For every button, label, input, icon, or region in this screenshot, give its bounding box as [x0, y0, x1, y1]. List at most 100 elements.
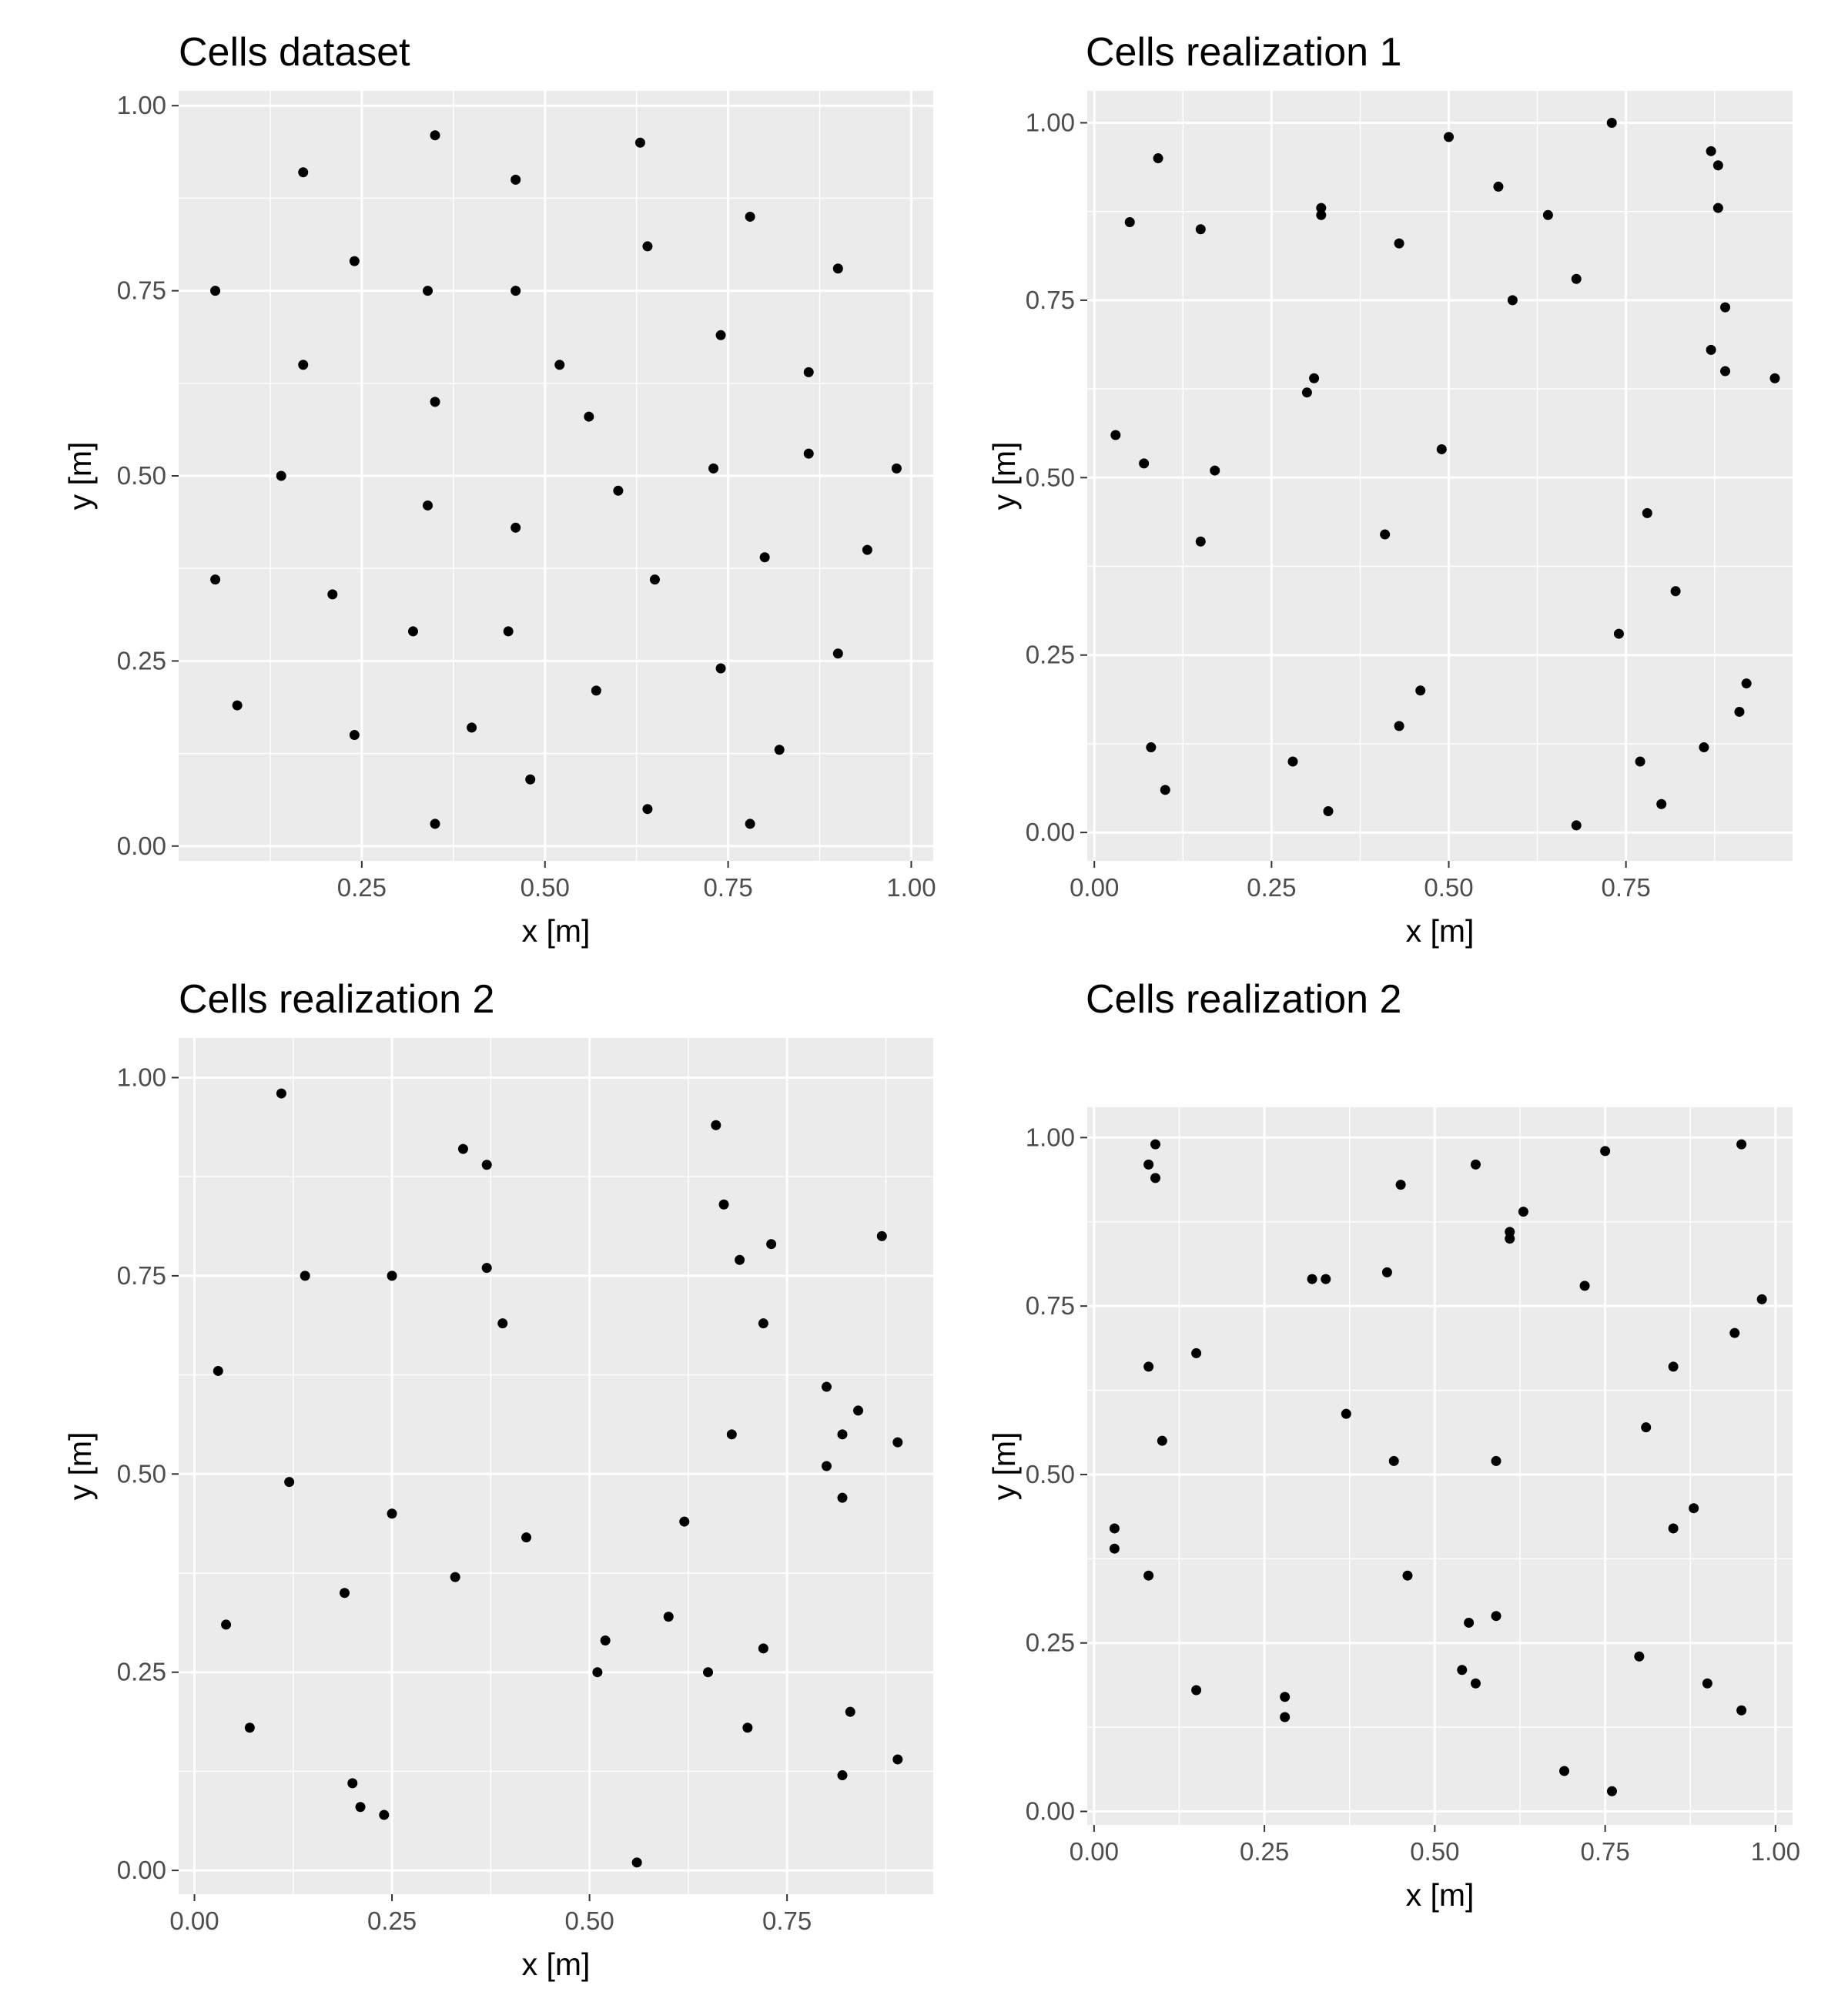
- data-point: [244, 1722, 255, 1733]
- data-point: [715, 663, 726, 674]
- data-point: [1153, 153, 1163, 164]
- data-point: [1756, 1294, 1767, 1304]
- data-point: [1150, 1139, 1161, 1150]
- y-tick-label: 1.00: [117, 91, 166, 119]
- data-point: [525, 774, 536, 785]
- data-point: [718, 1199, 729, 1210]
- data-point: [521, 1532, 532, 1543]
- data-point: [821, 1461, 832, 1471]
- data-point: [1380, 529, 1391, 540]
- y-tick-label: 0.75: [1026, 1291, 1075, 1320]
- data-point: [891, 463, 902, 474]
- data-point: [679, 1516, 690, 1527]
- data-point: [592, 1667, 603, 1678]
- y-axis-title: y [m]: [986, 1432, 1022, 1501]
- data-point: [503, 626, 514, 637]
- data-point: [1321, 1274, 1331, 1284]
- data-point: [276, 470, 286, 481]
- data-point: [1613, 628, 1624, 639]
- data-point: [1579, 1281, 1590, 1291]
- x-tick-label: 0.25: [1240, 1837, 1289, 1866]
- data-point: [766, 1239, 777, 1250]
- data-point: [284, 1477, 295, 1488]
- data-point: [1668, 1523, 1679, 1534]
- data-point: [892, 1437, 903, 1448]
- x-axis-title: x [m]: [1406, 1877, 1475, 1913]
- data-point: [1769, 373, 1780, 383]
- data-point: [1191, 1348, 1202, 1358]
- data-point: [1656, 798, 1667, 809]
- data-point: [1600, 1146, 1611, 1157]
- data-point: [387, 1508, 397, 1519]
- data-point: [845, 1706, 855, 1717]
- data-point: [663, 1612, 674, 1622]
- data-point: [892, 1754, 903, 1765]
- plot-background: [179, 1038, 933, 1894]
- data-point: [1280, 1692, 1291, 1702]
- data-point: [1195, 536, 1206, 547]
- x-tick-label: 0.50: [1410, 1837, 1459, 1866]
- data-point: [726, 1429, 737, 1440]
- data-point: [497, 1318, 508, 1329]
- data-point: [1381, 1267, 1392, 1277]
- x-tick-label: 0.25: [1247, 873, 1296, 902]
- data-point: [1559, 1766, 1570, 1776]
- data-point: [803, 448, 814, 459]
- data-point: [745, 819, 755, 829]
- data-point: [1491, 1455, 1502, 1466]
- data-point: [1505, 1234, 1515, 1244]
- y-tick-label: 0.75: [1026, 286, 1075, 314]
- y-tick-label: 1.00: [1026, 1123, 1075, 1151]
- data-point: [837, 1770, 848, 1781]
- chart-title: Cells dataset: [179, 30, 410, 75]
- data-point: [467, 722, 477, 733]
- x-tick-label: 1.00: [886, 873, 936, 902]
- data-point: [1280, 1712, 1291, 1722]
- scatter-plot: 0.00 0.25 0.50 0.75 1.00 0.00 0.25 0.50 0.75 1.00…: [986, 1107, 1800, 1913]
- data-point: [1741, 678, 1752, 689]
- y-tick-label: 0.25: [1026, 641, 1075, 669]
- data-point: [221, 1619, 232, 1630]
- data-point: [613, 485, 624, 496]
- data-point: [1606, 1786, 1617, 1796]
- y-axis-title: y [m]: [62, 442, 98, 511]
- data-point: [634, 137, 645, 148]
- data-point: [1720, 302, 1731, 313]
- x-axis-title: x [m]: [1406, 913, 1475, 949]
- data-point: [1157, 1435, 1167, 1446]
- data-point: [349, 256, 360, 266]
- data-point: [1395, 1180, 1406, 1190]
- data-point: [481, 1160, 492, 1170]
- data-point: [1139, 458, 1150, 469]
- data-point: [1518, 1207, 1528, 1217]
- data-point: [649, 574, 660, 585]
- data-point: [1493, 181, 1504, 192]
- data-point: [1415, 685, 1426, 696]
- data-point: [1307, 1274, 1317, 1284]
- x-tick-label: 0.00: [1070, 873, 1119, 902]
- data-point: [1341, 1408, 1351, 1419]
- panel-cells-realization-2-right: Cells realization 2 0.00 0.25 0.50 0.75 1.00…: [924, 955, 1848, 2002]
- plot-background: [1087, 91, 1793, 861]
- data-point: [759, 552, 770, 563]
- x-tick-label: 0.75: [1581, 1837, 1630, 1866]
- data-point: [745, 211, 755, 222]
- x-tick-label: 0.75: [1602, 873, 1651, 902]
- data-point: [276, 1088, 286, 1099]
- data-point: [1287, 756, 1298, 767]
- data-point: [1734, 706, 1745, 717]
- data-point: [1394, 238, 1404, 249]
- data-point: [1729, 1327, 1740, 1338]
- data-point: [422, 286, 433, 296]
- data-point: [837, 1429, 848, 1440]
- data-point: [511, 174, 521, 185]
- data-point: [1712, 160, 1723, 171]
- data-point: [1124, 217, 1135, 228]
- data-point: [1606, 117, 1617, 128]
- data-point: [450, 1572, 460, 1582]
- data-point: [853, 1405, 864, 1416]
- data-point: [1706, 344, 1716, 355]
- data-point: [300, 1270, 310, 1281]
- data-point: [1394, 721, 1404, 732]
- data-point: [1634, 1651, 1645, 1662]
